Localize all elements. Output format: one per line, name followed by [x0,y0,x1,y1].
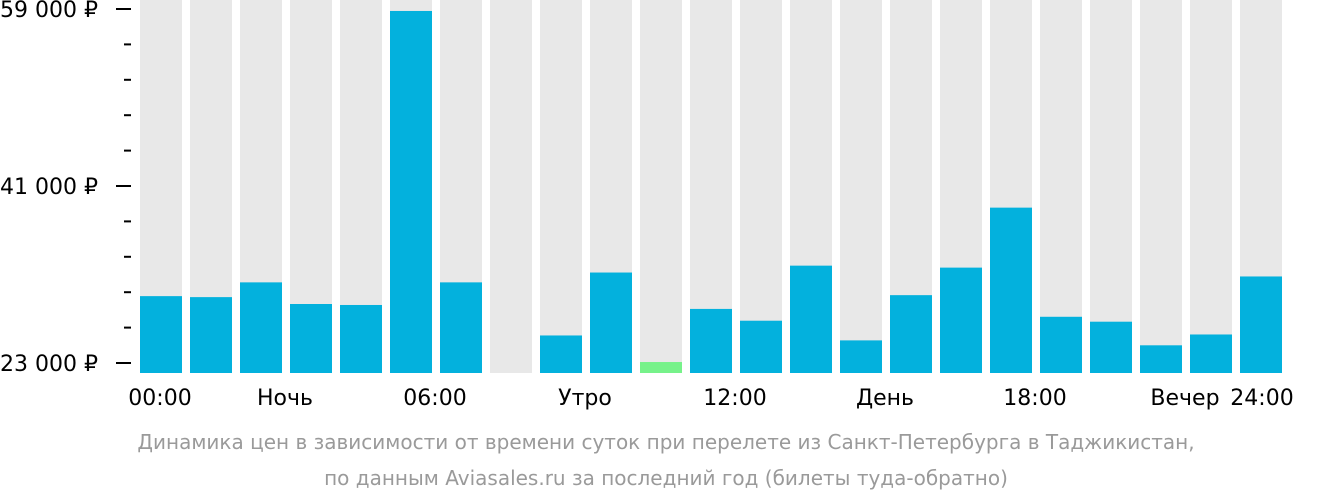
bar [940,267,982,373]
bar [990,207,1032,373]
bar [1140,345,1182,373]
x-tick-label: Ночь [257,386,313,411]
bar [1190,334,1232,373]
price-by-hour-chart: 59 000 ₽ 41 000 ₽ 23 000 ₽ 00:00 Ночь 06:00 Ут… [0,0,1294,411]
x-tick-label: Утро [558,386,612,411]
x-tick-label: 06:00 [403,386,466,411]
bar-background [1090,0,1132,373]
bar-background [1140,0,1182,373]
bar [290,304,332,373]
bar-background [540,0,582,373]
chart-caption-line-2: по данным Aviasales.ru за последний год … [324,466,1008,490]
bar-background [840,0,882,373]
bar [1040,316,1082,373]
bar [240,282,282,373]
x-tick-label: 12:00 [703,386,766,411]
bar [790,265,832,373]
x-tick-label: День [856,386,914,411]
bar [1090,321,1132,373]
bar [690,308,732,373]
chart-caption-line-1: Динамика цен в зависимости от времени су… [137,430,1195,454]
bar [590,272,632,373]
y-tick-label: 41 000 ₽ [0,175,98,200]
bar-background [1040,0,1082,373]
y-tick-label: 59 000 ₽ [0,0,98,23]
bar-background [640,0,682,373]
bar [440,282,482,373]
bar [540,335,582,373]
bar [1240,276,1282,373]
bar [140,296,182,373]
bar [190,297,232,373]
bar [890,295,932,373]
x-tick-label: Вечер [1150,386,1219,411]
bar [740,320,782,373]
bar [340,304,382,373]
bar-background [740,0,782,373]
bar [390,10,432,373]
bar-background [490,0,532,373]
bar-cheapest [640,362,682,373]
x-tick-label: 24:00 [1230,386,1293,411]
x-tick-label: 00:00 [128,386,191,411]
bar [840,340,882,373]
x-tick-label: 18:00 [1003,386,1066,411]
y-tick-label: 23 000 ₽ [0,352,98,377]
bar-background [1190,0,1232,373]
